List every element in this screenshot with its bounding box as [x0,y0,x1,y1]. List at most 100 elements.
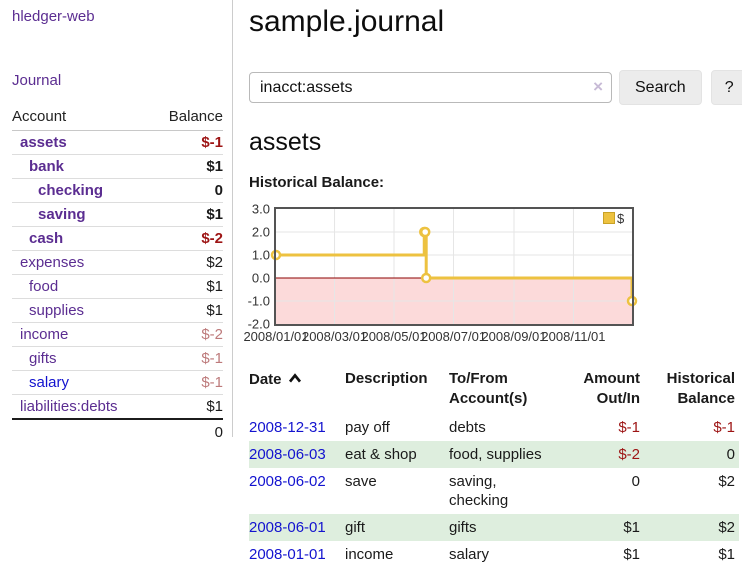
account-link[interactable]: checking [38,182,104,199]
transaction-balance: 0 [726,446,735,463]
account-row: supplies $1 [12,298,223,323]
svg-text:2008/01/01: 2008/01/01 [243,329,308,344]
transaction-accounts: food, supplies [449,446,542,463]
account-balance: $-2 [151,322,223,347]
transaction-date-link[interactable]: 2008-06-02 [249,473,326,490]
account-link[interactable]: liabilities:debts [20,398,118,415]
transaction-balance: $-1 [713,419,735,436]
help-button[interactable]: ? [710,70,742,105]
svg-text:3.0: 3.0 [252,202,270,217]
transaction-date-cell: 2008-06-03 [249,441,345,468]
transaction-amount: $-2 [618,446,640,463]
account-row: food $1 [12,274,223,299]
account-balance: $-1 [151,130,223,155]
transaction-date-link[interactable]: 2008-06-01 [249,519,326,536]
transaction-row: 2008-06-01 gift gifts $1 $2 [249,514,739,541]
account-link[interactable]: income [20,326,69,343]
account-row: bank $1 [12,154,223,179]
search-button[interactable]: Search [619,70,702,105]
account-name-cell: cash [12,226,152,251]
accounts-total-spacer [12,418,152,445]
account-balance: $-1 [151,346,223,371]
account-name-cell: salary [12,370,152,395]
account-row: gifts $-1 [12,346,223,371]
transaction-date-link[interactable]: 2008-01-01 [249,546,326,563]
accounts-list: assets $-1 bank $1 checking 0 [12,130,223,420]
account-balance: $-2 [151,226,223,251]
account-balance: 0 [151,178,223,203]
register-column-amount: Amount Out/In [583,370,640,407]
account-link[interactable]: supplies [29,302,85,319]
transaction-balance: $2 [718,519,735,536]
svg-text:-2.0: -2.0 [248,317,270,332]
account-link[interactable]: food [29,278,59,295]
register-column-balance: Historical Balance [666,370,735,407]
transaction-accounts: gifts [449,519,477,536]
register-rows: 2008-12-31 pay off debts $-1 $-1 2008-06… [249,414,739,568]
account-name-cell: bank [12,154,152,179]
transaction-date-cell: 2008-12-31 [249,414,345,441]
register-header-row: Date Description To/From Account(s) Amou… [249,366,739,414]
date-header-label: Date [249,371,282,388]
account-row: checking 0 [12,178,223,203]
balance-chart-svg: 3.0 2.0 1.0 0.0 -1.0 -2.02008/01/012008/03/01… [243,202,638,344]
account-balance: $2 [151,250,223,275]
search-input[interactable] [249,72,612,103]
search-input-wrap: × [249,72,612,103]
transaction-description: pay off [345,419,390,436]
account-balance: $1 [151,154,223,179]
account-name-cell: checking [12,178,152,203]
account-name-cell: assets [12,130,152,155]
account-name-cell: gifts [12,346,152,371]
transaction-balance: $1 [718,546,735,563]
account-row: assets $-1 [12,130,223,155]
account-row: expenses $2 [12,250,223,275]
account-link[interactable]: bank [29,158,65,175]
register-table: Date Description To/From Account(s) Amou… [249,366,739,568]
svg-text:2008/05/01: 2008/05/01 [361,329,426,344]
transaction-description: income [345,546,394,563]
chart-legend: $ [600,210,632,226]
transaction-date-cell: 2008-01-01 [249,541,345,568]
account-link[interactable]: saving [38,206,86,223]
chart-title: Historical Balance: [249,174,385,191]
account-balance: $-1 [151,370,223,395]
clear-search-icon[interactable]: × [593,77,603,96]
transaction-amount: $1 [623,546,640,563]
transaction-row: 2008-01-01 income salary $1 $1 [249,541,739,568]
svg-text:-1.0: -1.0 [248,294,270,309]
account-link[interactable]: expenses [20,254,85,271]
brand-link[interactable]: hledger-web [12,8,95,25]
transaction-amount: 0 [631,473,640,490]
account-row: cash $-2 [12,226,223,251]
accounts-table: Account Balance assets $-1 bank $1 [12,105,223,445]
accounts-total-row: 0 [12,418,223,445]
svg-text:2.0: 2.0 [252,225,270,240]
account-link[interactable]: assets [20,134,67,151]
sidebar-item-journal[interactable]: Journal [12,72,62,89]
svg-text:2008/07/01: 2008/07/01 [421,329,486,344]
search-bar: × Search ? [249,70,742,105]
account-name-cell: liabilities:debts [12,394,152,420]
account-balance: $1 [151,298,223,323]
transaction-amount: $-1 [618,419,640,436]
transaction-description: save [345,473,377,490]
transaction-description: eat & shop [345,446,417,463]
account-link[interactable]: cash [29,230,64,247]
transaction-accounts: salary [449,546,490,563]
transaction-row: 2008-06-03 eat & shop food, supplies $-2… [249,441,739,468]
register-column-description: Description [345,370,428,387]
transaction-date-link[interactable]: 2008-06-03 [249,446,326,463]
svg-text:2008/03/01: 2008/03/01 [302,329,367,344]
account-link[interactable]: gifts [29,350,57,367]
balance-chart: 3.0 2.0 1.0 0.0 -1.0 -2.0 2008/01/01 2008/03/01… [243,202,742,345]
transaction-balance: $2 [718,473,735,490]
svg-text:2008/11/01: 2008/11/01 [541,329,605,344]
sort-ascending-icon [288,369,302,389]
account-link[interactable]: salary [29,374,70,391]
transaction-date-link[interactable]: 2008-12-31 [249,419,326,436]
accounts-column-balance: Balance [151,105,223,131]
svg-text:2008/09/01: 2008/09/01 [481,329,546,344]
account-balance: $1 [151,202,223,227]
account-name-cell: income [12,322,152,347]
